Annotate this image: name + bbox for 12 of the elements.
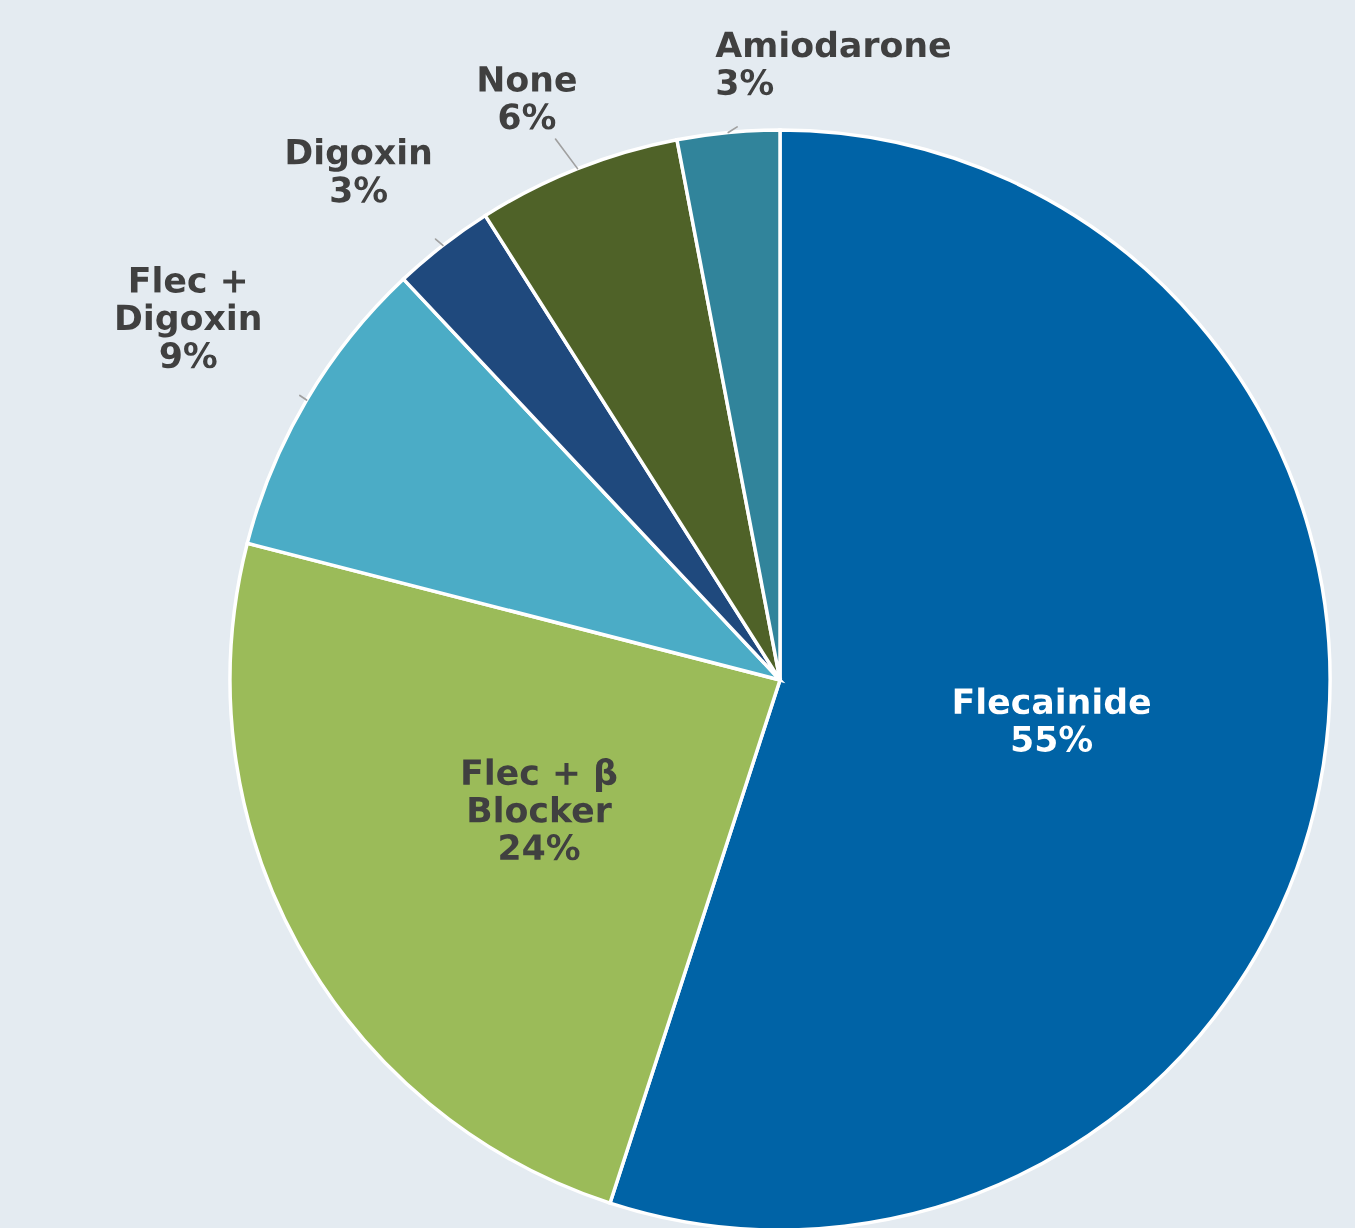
slice-label: Flecainide <box>954 687 1150 715</box>
data-label: 6% <box>499 103 556 130</box>
data-label: 9% <box>160 342 217 369</box>
data-label: 3% <box>331 176 387 203</box>
slice-label: Digoxin <box>287 137 431 172</box>
slice-label: None <box>479 66 576 92</box>
slice-label: Amiodarone <box>715 30 950 58</box>
data-label: 3% <box>717 68 774 96</box>
data-label: 55% <box>1012 725 1093 752</box>
data-label: 24% <box>500 834 580 861</box>
slice-label: Flec + β Blocker <box>463 757 617 823</box>
slice-label: Flec + Digoxin <box>117 266 260 338</box>
